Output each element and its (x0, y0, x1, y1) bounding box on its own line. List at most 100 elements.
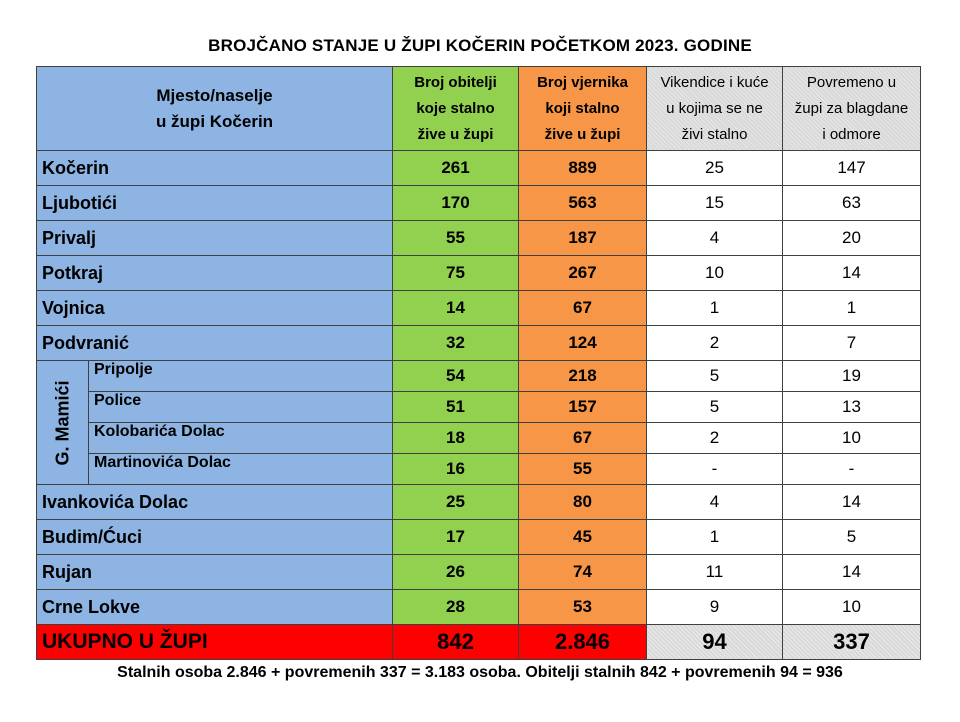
place-cell: Ljubotići (36, 185, 393, 221)
cottages-cell: 15 (646, 185, 783, 221)
table-row: Kočerin 261 889 25 147 (36, 150, 921, 186)
occasional-cell: 10 (782, 589, 921, 625)
place-cell: Martinovića Dolac (88, 453, 393, 485)
believers-cell: 55 (518, 453, 647, 485)
believers-cell: 80 (518, 484, 647, 520)
page-title: BROJČANO STANJE U ŽUPI KOČERIN POČETKOM … (208, 36, 752, 55)
believers-cell: 157 (518, 391, 647, 423)
believers-cell: 889 (518, 150, 647, 186)
families-cell: 54 (392, 360, 519, 392)
occasional-cell: 63 (782, 185, 921, 221)
cottages-cell: 2 (646, 325, 783, 361)
families-cell: 17 (392, 519, 519, 555)
occasional-cell: 14 (782, 554, 921, 590)
location-header-line2: u župi Kočerin (155, 111, 274, 131)
families-cell: 25 (392, 484, 519, 520)
location-header-line1: Mjesto/naselje (156, 85, 273, 105)
total-families: 842 (392, 624, 519, 660)
occasional-cell: 1 (782, 290, 921, 326)
place-cell: Kočerin (36, 150, 393, 186)
group-label-cell: G. Mamići (36, 360, 89, 485)
place-cell: Crne Lokve (36, 589, 393, 625)
believers-header: Broj vjernika koji stalno žive u župi (518, 66, 647, 151)
believers-header-line3: žive u župi (544, 125, 621, 143)
table-row: G. Mamići Pripolje 54 218 5 19 (36, 360, 921, 485)
families-cell: 26 (392, 554, 519, 590)
table-row: Privalj 55 187 4 20 (36, 220, 921, 256)
believers-cell: 563 (518, 185, 647, 221)
total-label: UKUPNO U ŽUPI (36, 624, 393, 660)
cottages-header-line3: živi stalno (681, 125, 748, 143)
families-cell: 16 (392, 453, 519, 485)
occasional-header: Povremeno u župi za blagdane i odmore (782, 66, 921, 151)
table-row: Podvranić 32 124 2 7 (36, 325, 921, 361)
place-cell: Kolobarića Dolac (88, 422, 393, 454)
occasional-cell: 13 (782, 391, 921, 423)
families-header: Broj obitelji koje stalno žive u župi (392, 66, 519, 151)
table-row: Police 51 157 5 13 (37, 391, 921, 423)
table-row: Kolobarića Dolac 18 67 2 10 (37, 422, 921, 454)
families-header-line1: Broj obitelji (414, 73, 497, 91)
place-cell: Potkraj (36, 255, 393, 291)
table-row: Rujan 26 74 11 14 (36, 554, 921, 590)
cottages-header-line1: Vikendice i kuće (660, 73, 769, 91)
cottages-header-line2: u kojima se ne (666, 99, 763, 117)
families-cell: 18 (392, 422, 519, 454)
occasional-cell: 7 (782, 325, 921, 361)
families-cell: 14 (392, 290, 519, 326)
location-header: Mjesto/naselje u župi Kočerin (36, 66, 393, 151)
parish-statistics-table: Mjesto/naselje u župi Kočerin Broj obite… (36, 66, 921, 660)
believers-cell: 267 (518, 255, 647, 291)
families-cell: 170 (392, 185, 519, 221)
occasional-cell: - (782, 453, 921, 485)
believers-cell: 74 (518, 554, 647, 590)
families-header-line3: žive u župi (417, 125, 494, 143)
believers-cell: 67 (518, 422, 647, 454)
occasional-cell: 19 (782, 360, 921, 392)
believers-cell: 124 (518, 325, 647, 361)
cottages-cell: 5 (646, 360, 783, 392)
families-cell: 261 (392, 150, 519, 186)
table-row: Martinovića Dolac 16 55 - - (37, 453, 921, 485)
believers-cell: 67 (518, 290, 647, 326)
cottages-cell: 11 (646, 554, 783, 590)
table-row: Vojnica 14 67 1 1 (36, 290, 921, 326)
cottages-cell: - (646, 453, 783, 485)
occasional-cell: 10 (782, 422, 921, 454)
believers-header-line2: koji stalno (545, 99, 620, 117)
cottages-header: Vikendice i kuće u kojima se ne živi sta… (646, 66, 783, 151)
cottages-cell: 4 (646, 220, 783, 256)
total-cottages: 94 (646, 624, 783, 660)
families-cell: 75 (392, 255, 519, 291)
total-occasional: 337 (782, 624, 921, 660)
occasional-header-line2: župi za blagdane (794, 99, 909, 117)
place-cell: Podvranić (36, 325, 393, 361)
total-believers: 2.846 (518, 624, 647, 660)
believers-cell: 218 (518, 360, 647, 392)
place-cell: Budim/Ćuci (36, 519, 393, 555)
cottages-cell: 2 (646, 422, 783, 454)
families-cell: 55 (392, 220, 519, 256)
place-cell: Ivankovića Dolac (36, 484, 393, 520)
place-cell: Police (88, 391, 393, 423)
table-row: Budim/Ćuci 17 45 1 5 (36, 519, 921, 555)
families-cell: 51 (392, 391, 519, 423)
families-header-line2: koje stalno (416, 99, 495, 117)
table-row: Ljubotići 170 563 15 63 (36, 185, 921, 221)
occasional-cell: 147 (782, 150, 921, 186)
header-row: Mjesto/naselje u župi Kočerin Broj obite… (36, 66, 921, 151)
place-cell: Vojnica (36, 290, 393, 326)
occasional-cell: 20 (782, 220, 921, 256)
cottages-cell: 9 (646, 589, 783, 625)
cottages-cell: 4 (646, 484, 783, 520)
place-cell: Pripolje (88, 360, 393, 392)
occasional-cell: 5 (782, 519, 921, 555)
occasional-header-line3: i odmore (822, 125, 881, 143)
place-cell: Rujan (36, 554, 393, 590)
cottages-cell: 1 (646, 290, 783, 326)
cottages-cell: 1 (646, 519, 783, 555)
believers-cell: 53 (518, 589, 647, 625)
table-row: Ivankovića Dolac 25 80 4 14 (36, 484, 921, 520)
total-row: UKUPNO U ŽUPI 842 2.846 94 337 (36, 624, 921, 660)
occasional-header-line1: Povremeno u (806, 73, 897, 91)
